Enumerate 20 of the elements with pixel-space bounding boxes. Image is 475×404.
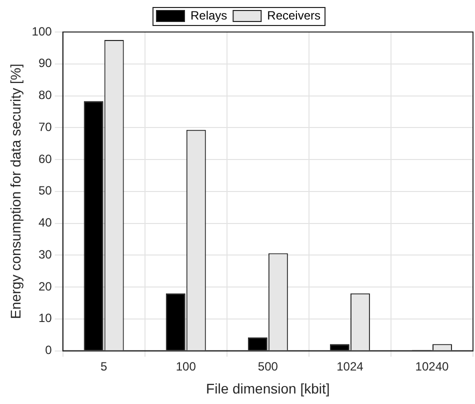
x-tick-label: 5 (100, 359, 108, 374)
y-axis-title: Energy consumption for data security [%] (7, 64, 24, 320)
x-tick-label: 100 (176, 359, 196, 374)
y-tick-label: 100 (32, 24, 52, 38)
x-tick-label: 500 (258, 359, 278, 374)
y-tick-label: 60 (38, 152, 52, 166)
y-tick-label: 80 (38, 88, 52, 102)
y-tick-label: 30 (38, 247, 52, 262)
y-tick-label: 20 (38, 279, 52, 294)
legend-label: Receivers (267, 8, 321, 22)
y-tick-label: 90 (38, 56, 52, 70)
y-tick-label: 10 (38, 311, 52, 326)
y-tick-label: 70 (38, 120, 52, 134)
y-tick-label: 40 (38, 216, 52, 230)
legend-label: Relays (190, 8, 228, 22)
y-tick-label: 0 (45, 343, 52, 358)
x-tick-label: 10240 (415, 359, 449, 374)
y-tick-label: 50 (38, 184, 52, 198)
x-tick-label: 1024 (336, 359, 364, 374)
x-axis-title: File dimension [kbit] (206, 380, 330, 396)
